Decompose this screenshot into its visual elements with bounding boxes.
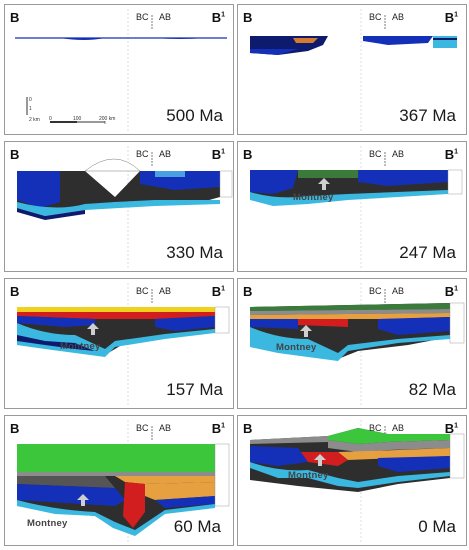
cross-section-500ma (15, 9, 227, 132)
montney-label: Montney (293, 192, 334, 203)
section-end-label: B1 (211, 147, 225, 162)
province-bc-label: BC (369, 423, 382, 433)
age-label: 500 Ma (166, 106, 223, 125)
section-start-label: B (243, 10, 253, 25)
age-label: 82 Ma (408, 380, 456, 399)
cross-section-330ma (17, 146, 233, 269)
panel-60ma: B B1 BC AB Montney 60 Ma (4, 415, 234, 546)
province-ab-label: AB (159, 423, 172, 433)
province-ab-label: AB (159, 12, 172, 22)
section-start-label: B (243, 284, 253, 299)
cross-section-82ma (250, 283, 465, 406)
montney-label: Montney (27, 518, 68, 529)
province-bc-label: BC (136, 149, 149, 159)
section-start-label: B (243, 147, 253, 162)
cross-section-0ma (250, 420, 465, 543)
age-label: 247 Ma (399, 243, 456, 262)
province-bc-label: BC (136, 286, 149, 296)
section-end-label: B1 (444, 421, 458, 436)
province-ab-label: AB (392, 149, 405, 159)
province-ab-label: AB (159, 286, 172, 296)
section-start-label: B (10, 421, 20, 436)
age-label: 60 Ma (173, 517, 221, 536)
section-end-label: B1 (211, 10, 225, 25)
panel-367ma: B B1 BC AB 367 Ma (237, 4, 467, 135)
cross-section-157ma (17, 283, 230, 406)
section-end-label: B1 (444, 147, 458, 162)
montney-label: Montney (288, 470, 329, 481)
age-label: 157 Ma (166, 380, 223, 399)
section-end-label: B1 (211, 421, 225, 436)
province-bc-label: BC (369, 12, 382, 22)
montney-label: Montney (60, 341, 101, 352)
province-bc-label: BC (369, 286, 382, 296)
cross-section-367ma (250, 9, 457, 132)
province-bc-label: BC (369, 149, 382, 159)
province-bc-label: BC (136, 12, 149, 22)
section-start-label: B (243, 421, 253, 436)
section-end-label: B1 (211, 284, 225, 299)
montney-label: Montney (276, 342, 317, 353)
scale-horizontal-end: 200 km (99, 116, 116, 122)
cross-section-247ma (250, 146, 463, 269)
province-ab-label: AB (392, 423, 405, 433)
panel-500ma: B B1 BC AB 0 1 2 km 0 100 200 km 500 Ma (4, 4, 234, 135)
age-label: 330 Ma (166, 243, 223, 262)
scale-vertical-one: 1 (29, 106, 32, 112)
panel-82ma: B B1 BC AB Montney 82 Ma (237, 278, 467, 409)
section-end-label: B1 (444, 284, 458, 299)
province-ab-label: AB (392, 12, 405, 22)
age-label: 0 Ma (418, 517, 456, 536)
section-start-label: B (10, 147, 20, 162)
panel-157ma: B B1 BC AB Montney 157 Ma (4, 278, 234, 409)
age-label: 367 Ma (399, 106, 456, 125)
cross-section-60ma (17, 420, 230, 543)
province-ab-label: AB (392, 286, 405, 296)
scale-horizontal-mid: 100 (73, 116, 82, 122)
panel-330ma: B B1 BC AB 330 Ma (4, 141, 234, 272)
section-start-label: B (10, 10, 20, 25)
panel-247ma: B B1 BC AB Montney 247 Ma (237, 141, 467, 272)
scale-vertical-unit: 2 km (29, 117, 40, 123)
scale-horizontal-zero: 0 (49, 116, 52, 122)
section-end-label: B1 (444, 10, 458, 25)
scale-vertical-zero: 0 (29, 97, 32, 103)
province-bc-label: BC (136, 423, 149, 433)
province-ab-label: AB (159, 149, 172, 159)
section-start-label: B (10, 284, 20, 299)
panel-0ma: B B1 BC AB Montney 0 Ma (237, 415, 467, 546)
